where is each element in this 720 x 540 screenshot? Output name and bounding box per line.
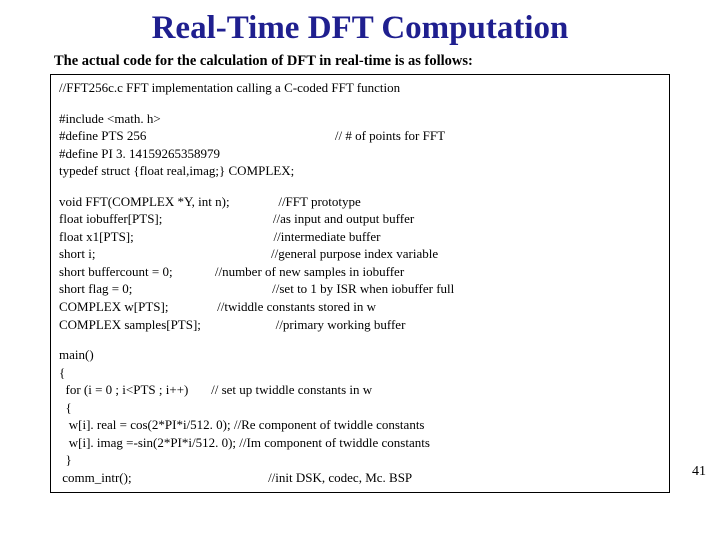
code-line: for (i = 0 ; i<PTS ; i++) // set up twid… — [59, 381, 661, 399]
code-line: } — [59, 451, 661, 469]
code-line: typedef struct {float real,imag;} COMPLE… — [59, 162, 661, 180]
code-line: //FFT256c.c FFT implementation calling a… — [59, 79, 661, 97]
code-line: #define PTS 256 // # of points for FFT — [59, 127, 661, 145]
code-box: //FFT256c.c FFT implementation calling a… — [50, 74, 670, 493]
code-line: w[i]. real = cos(2*PI*i/512. 0); //Re co… — [59, 416, 661, 434]
code-line: short i; //general purpose index variabl… — [59, 245, 661, 263]
code-line: comm_intr(); //init DSK, codec, Mc. BSP — [59, 469, 661, 487]
code-line: main() — [59, 346, 661, 364]
code-line: { — [59, 399, 661, 417]
code-line: COMPLEX samples[PTS]; //primary working … — [59, 316, 661, 334]
code-line: float iobuffer[PTS]; //as input and outp… — [59, 210, 661, 228]
code-line: COMPLEX w[PTS]; //twiddle constants stor… — [59, 298, 661, 316]
code-line: float x1[PTS]; //intermediate buffer — [59, 228, 661, 246]
slide-subtitle: The actual code for the calculation of D… — [54, 53, 670, 70]
code-line: #define PI 3. 14159265358979 — [59, 145, 661, 163]
code-line: void FFT(COMPLEX *Y, int n); //FFT proto… — [59, 193, 661, 211]
code-line: short flag = 0; //set to 1 by ISR when i… — [59, 280, 661, 298]
code-line: { — [59, 364, 661, 382]
slide-title: Real-Time DFT Computation — [50, 10, 670, 47]
code-line: #include <math. h> — [59, 110, 661, 128]
code-line: w[i]. imag =-sin(2*PI*i/512. 0); //Im co… — [59, 434, 661, 452]
code-line: short buffercount = 0; //number of new s… — [59, 263, 661, 281]
page-number: 41 — [692, 464, 706, 480]
